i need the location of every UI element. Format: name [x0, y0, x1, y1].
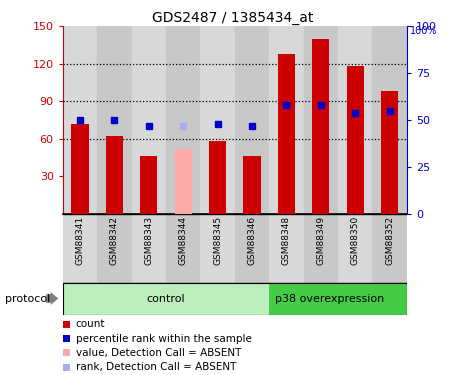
- Bar: [269, 214, 304, 283]
- Bar: [338, 214, 372, 283]
- Text: protocol: protocol: [5, 294, 50, 304]
- Bar: [381, 91, 398, 214]
- Bar: [106, 136, 123, 214]
- Text: GSM88341: GSM88341: [75, 216, 85, 265]
- Text: GSM88348: GSM88348: [282, 216, 291, 265]
- Text: GSM88345: GSM88345: [213, 216, 222, 265]
- Text: control: control: [146, 294, 186, 304]
- Bar: [132, 26, 166, 214]
- Text: GDS2487 / 1385434_at: GDS2487 / 1385434_at: [152, 11, 313, 25]
- Bar: [346, 66, 364, 214]
- Bar: [166, 214, 200, 283]
- Bar: [97, 26, 132, 214]
- Bar: [166, 26, 200, 214]
- Bar: [235, 214, 269, 283]
- Bar: [200, 214, 235, 283]
- Text: GSM88344: GSM88344: [179, 216, 188, 265]
- Text: percentile rank within the sample: percentile rank within the sample: [76, 334, 252, 344]
- Bar: [132, 214, 166, 283]
- Bar: [63, 335, 70, 342]
- Bar: [304, 214, 338, 283]
- Bar: [97, 214, 132, 283]
- Text: GSM88352: GSM88352: [385, 216, 394, 265]
- Text: GSM88342: GSM88342: [110, 216, 119, 265]
- Text: GSM88350: GSM88350: [351, 216, 360, 265]
- Bar: [63, 363, 70, 371]
- Text: rank, Detection Call = ABSENT: rank, Detection Call = ABSENT: [76, 362, 236, 372]
- Bar: [269, 283, 407, 315]
- Text: p38 overexpression: p38 overexpression: [275, 294, 384, 304]
- Text: GSM88349: GSM88349: [316, 216, 326, 265]
- Bar: [140, 156, 157, 214]
- Bar: [72, 124, 88, 214]
- Bar: [269, 26, 304, 214]
- Bar: [244, 156, 260, 214]
- Bar: [372, 214, 407, 283]
- Text: value, Detection Call = ABSENT: value, Detection Call = ABSENT: [76, 348, 241, 358]
- Text: 100%: 100%: [410, 26, 438, 36]
- Bar: [278, 54, 295, 214]
- Bar: [63, 26, 97, 214]
- Text: GSM88346: GSM88346: [247, 216, 257, 265]
- Bar: [63, 214, 97, 283]
- Bar: [304, 26, 338, 214]
- Text: GSM88343: GSM88343: [144, 216, 153, 265]
- Bar: [338, 26, 372, 214]
- Bar: [312, 39, 329, 214]
- FancyArrow shape: [46, 292, 58, 305]
- Bar: [63, 349, 70, 357]
- Bar: [63, 283, 269, 315]
- Bar: [209, 141, 226, 214]
- Bar: [235, 26, 269, 214]
- Bar: [63, 321, 70, 328]
- Bar: [372, 26, 407, 214]
- Bar: [174, 149, 192, 214]
- Bar: [200, 26, 235, 214]
- Text: count: count: [76, 320, 105, 329]
